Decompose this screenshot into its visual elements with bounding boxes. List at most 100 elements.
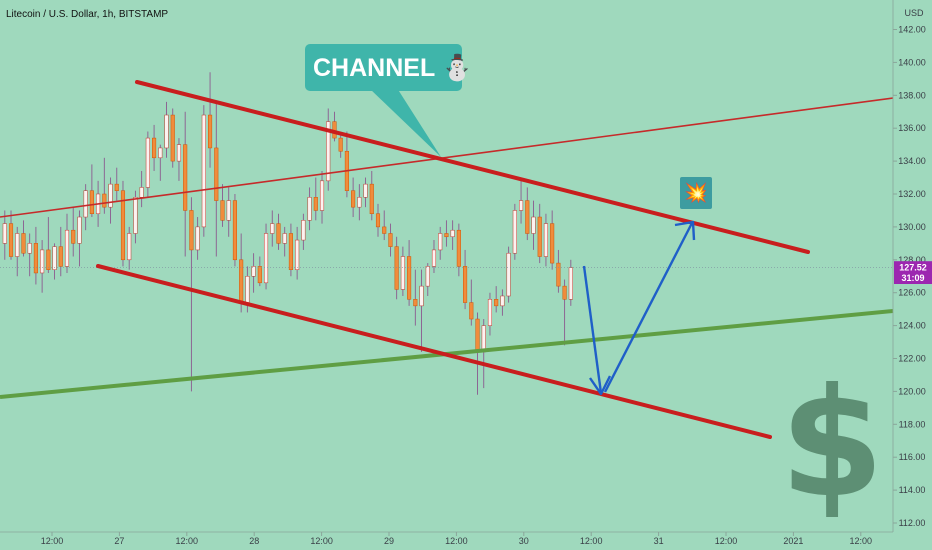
candle-body-down (46, 249, 51, 270)
candle-body-up (307, 197, 312, 221)
last-price-badge: 127.52 31:09 (894, 261, 932, 284)
candle (363, 177, 368, 208)
candle-body-down (21, 233, 26, 254)
x-tick-label: 12:00 (41, 536, 64, 546)
candle-body-down (550, 223, 555, 264)
x-tick-label: 12:00 (445, 536, 468, 546)
candle (407, 240, 412, 306)
candle-body-down (369, 183, 374, 214)
candle (21, 220, 26, 257)
candle-body-up (2, 223, 7, 244)
x-tick-label: 12:00 (850, 536, 873, 546)
candle-body-up (164, 114, 169, 149)
candle-body-up (263, 233, 269, 284)
x-tick-label: 27 (114, 536, 124, 546)
y-tick-label: 140.00 (898, 57, 926, 67)
candle-body-up (301, 220, 306, 241)
candle (506, 246, 511, 303)
y-tick-label: 138.00 (898, 90, 926, 100)
channel-lower-line[interactable] (96, 264, 772, 439)
candle (463, 249, 468, 310)
explosion-icon: 💥 (680, 177, 712, 209)
candle (400, 246, 405, 296)
candle-body-down (71, 229, 76, 244)
candle-body-up (512, 210, 517, 254)
candle (40, 240, 45, 293)
candle-body-down (537, 216, 542, 257)
down-arrow[interactable] (582, 265, 612, 396)
candle-body-up (108, 183, 113, 208)
callout-box (305, 44, 462, 91)
candle-body-down (444, 233, 449, 238)
candle (257, 256, 262, 287)
candle (444, 220, 449, 247)
candle (319, 170, 325, 224)
candle (232, 194, 237, 267)
candle-body-up (357, 197, 362, 208)
candle-body-up (251, 266, 256, 277)
candle (357, 184, 362, 221)
candle-body-down (469, 302, 474, 320)
candle (139, 170, 144, 208)
candle (456, 223, 461, 277)
candle-body-down (102, 193, 107, 208)
candle (525, 187, 530, 241)
x-tick-label: 12:00 (310, 536, 333, 546)
candle-body-up (270, 223, 275, 234)
candle-body-down (556, 262, 561, 287)
candle-body-up (77, 216, 82, 244)
candle (375, 203, 381, 237)
candle-body-down (288, 233, 293, 270)
candle (145, 131, 150, 198)
candle (64, 213, 70, 273)
last-price-value: 127.52 (899, 263, 927, 273)
upper-trend-line[interactable] (0, 97, 894, 218)
candle-body-down (525, 200, 530, 234)
y-tick-label: 128.00 (898, 255, 926, 265)
up-arrow[interactable] (603, 220, 696, 393)
candle-body-down (388, 233, 393, 247)
x-tick-label: 28 (249, 536, 259, 546)
candle-body-down (208, 114, 213, 149)
candle (176, 138, 182, 181)
x-tick-label: 29 (384, 536, 394, 546)
candle (158, 144, 163, 181)
candle (208, 72, 213, 168)
candle (519, 180, 524, 224)
candle (102, 157, 107, 214)
countdown-value: 31:09 (901, 273, 924, 283)
candle (108, 177, 113, 224)
candle (263, 223, 269, 290)
price-axis[interactable]: USD 142.00 140.00 138.00 136.00 134.00 132.00… (892, 0, 926, 532)
candle-body-down (220, 200, 225, 221)
candle (15, 226, 20, 277)
candle (170, 108, 175, 168)
candle-body-up (425, 266, 430, 287)
x-tick-label: 12:00 (580, 536, 603, 546)
candle-body-up (531, 216, 536, 234)
candle (83, 184, 88, 231)
candle (164, 101, 169, 158)
candle (2, 210, 7, 260)
candle (183, 111, 188, 257)
candle-body-down (351, 190, 356, 208)
channel-callout[interactable]: CHANNEL ⛄ (305, 44, 473, 157)
candle-body-up (201, 114, 206, 228)
candle-body-up (295, 239, 300, 270)
candle-body-up (419, 285, 424, 307)
candle-body-up (158, 147, 163, 159)
time-axis[interactable]: 12:00 27 12:00 28 12:00 29 12:00 30 12:00 31 12:00… (0, 531, 893, 546)
candle (425, 263, 430, 296)
candle (351, 177, 356, 218)
candle (288, 223, 293, 277)
candle (419, 269, 424, 352)
candle (543, 213, 548, 267)
channel-upper-line[interactable] (135, 80, 810, 254)
candle-body-down (313, 197, 318, 211)
candle (152, 124, 157, 171)
candle-body-down (33, 243, 38, 274)
y-tick-label: 120.00 (898, 386, 926, 396)
x-tick-label: 30 (519, 536, 529, 546)
